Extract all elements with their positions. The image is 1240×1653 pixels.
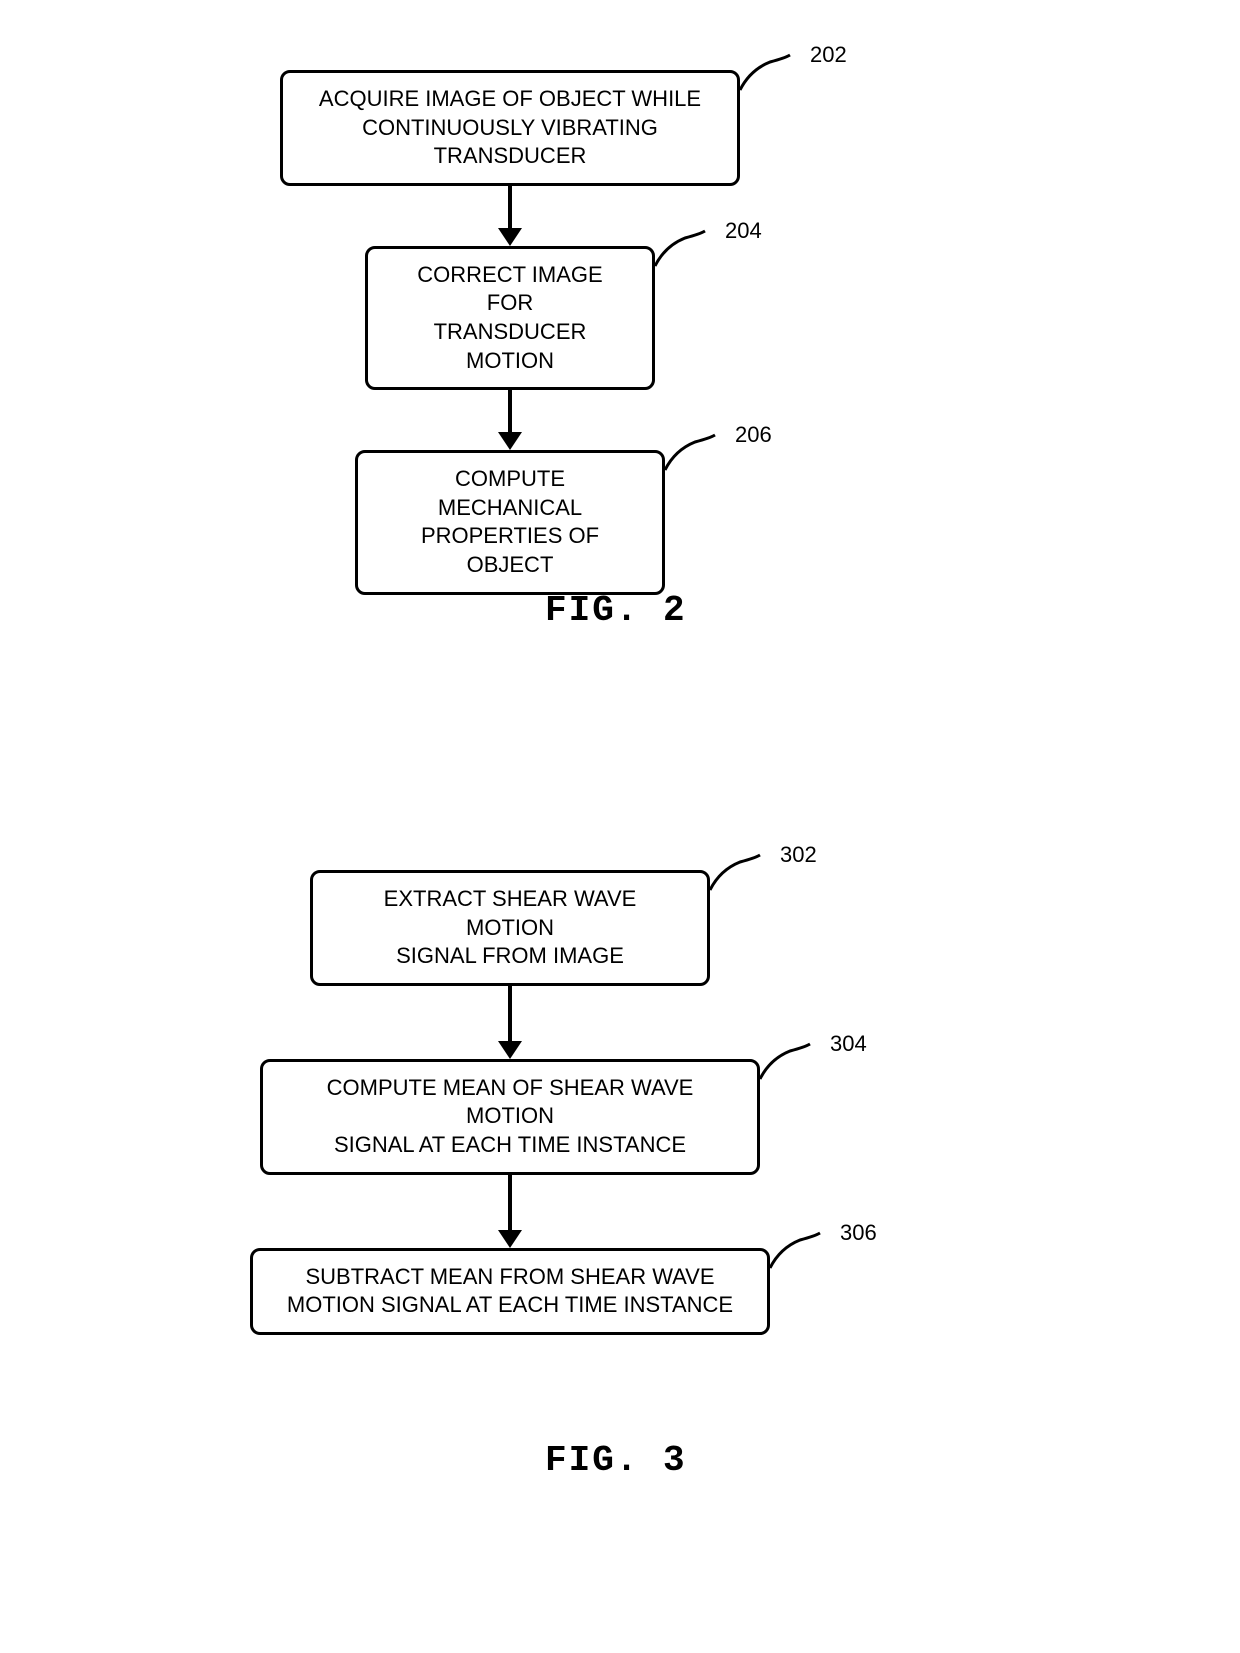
arrow-204-206 [498, 390, 522, 450]
callout-206 [660, 430, 730, 480]
figure-3-flowchart: EXTRACT SHEAR WAVE MOTION SIGNAL FROM IM… [250, 870, 770, 1335]
callout-306 [765, 1228, 835, 1278]
box-304-line2: SIGNAL AT EACH TIME INSTANCE [287, 1131, 733, 1160]
callout-202 [735, 50, 805, 100]
box-302: EXTRACT SHEAR WAVE MOTION SIGNAL FROM IM… [310, 870, 710, 986]
box-206-line2: PROPERTIES OF OBJECT [382, 522, 638, 579]
callout-204 [650, 226, 720, 276]
box-206: COMPUTE MECHANICAL PROPERTIES OF OBJECT [355, 450, 665, 594]
ref-label-304: 304 [830, 1031, 867, 1057]
ref-label-306: 306 [840, 1220, 877, 1246]
arrow-202-204 [498, 186, 522, 246]
box-202-line1: ACQUIRE IMAGE OF OBJECT WHILE [307, 85, 713, 114]
ref-label-204: 204 [725, 218, 762, 244]
figure-2-flowchart: ACQUIRE IMAGE OF OBJECT WHILE CONTINUOUS… [280, 70, 740, 595]
figure-2-caption: FIG. 2 [545, 590, 687, 631]
box-306-line2: MOTION SIGNAL AT EACH TIME INSTANCE [277, 1291, 743, 1320]
box-302-line1: EXTRACT SHEAR WAVE MOTION [337, 885, 683, 942]
callout-304 [755, 1039, 825, 1089]
ref-label-302: 302 [780, 842, 817, 868]
box-306-line1: SUBTRACT MEAN FROM SHEAR WAVE [277, 1263, 743, 1292]
callout-302 [705, 850, 775, 900]
box-304-line1: COMPUTE MEAN OF SHEAR WAVE MOTION [287, 1074, 733, 1131]
ref-label-202: 202 [810, 42, 847, 68]
figure-3-caption: FIG. 3 [545, 1440, 687, 1481]
box-204-line2: TRANSDUCER MOTION [392, 318, 628, 375]
box-302-line2: SIGNAL FROM IMAGE [337, 942, 683, 971]
box-304: COMPUTE MEAN OF SHEAR WAVE MOTION SIGNAL… [260, 1059, 760, 1175]
box-204-line1: CORRECT IMAGE FOR [392, 261, 628, 318]
box-202: ACQUIRE IMAGE OF OBJECT WHILE CONTINUOUS… [280, 70, 740, 186]
arrow-304-306 [498, 1175, 522, 1248]
box-204: CORRECT IMAGE FOR TRANSDUCER MOTION [365, 246, 655, 390]
box-202-line2: CONTINUOUSLY VIBRATING TRANSDUCER [307, 114, 713, 171]
ref-label-206: 206 [735, 422, 772, 448]
box-306: SUBTRACT MEAN FROM SHEAR WAVE MOTION SIG… [250, 1248, 770, 1335]
arrow-302-304 [498, 986, 522, 1059]
box-206-line1: COMPUTE MECHANICAL [382, 465, 638, 522]
